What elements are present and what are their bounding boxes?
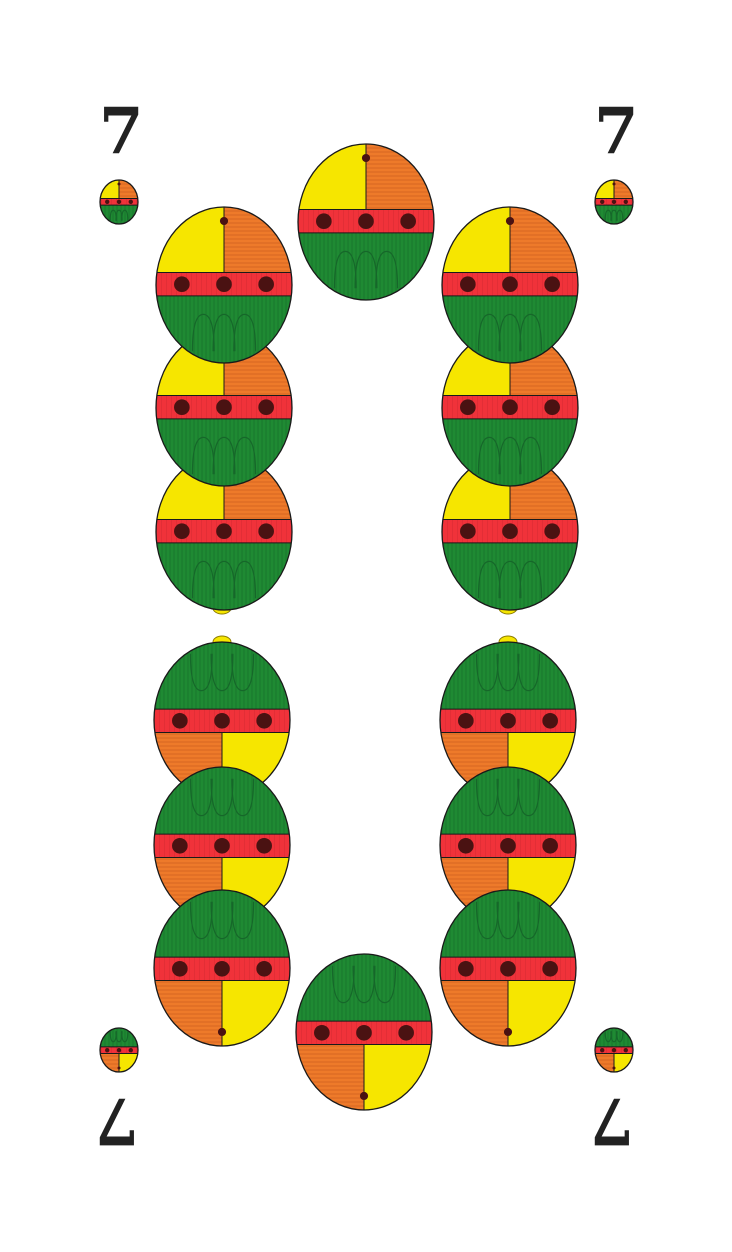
bell-pip <box>295 953 433 1111</box>
bell-pip <box>439 889 577 1047</box>
corner-bell-icon <box>594 179 634 225</box>
bell-pip <box>155 206 293 364</box>
rank-top-right: 7 <box>594 94 639 169</box>
corner-bell-icon <box>99 179 139 225</box>
rank-top-left: 7 <box>99 94 144 169</box>
bell-pip <box>441 206 579 364</box>
corner-bell-icon <box>594 1027 634 1073</box>
corner-bell-icon <box>99 1027 139 1073</box>
bell-pip <box>153 889 291 1047</box>
bell-pip <box>297 143 435 301</box>
bell-pip <box>155 329 293 487</box>
